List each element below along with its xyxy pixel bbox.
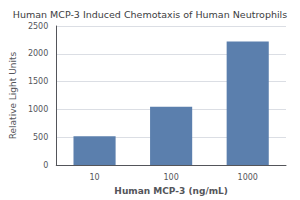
svg-text:Human MCP-3 (ng/mL): Human MCP-3 (ng/mL) [114,186,228,196]
svg-text:10: 10 [89,173,99,182]
svg-text:1500: 1500 [28,77,48,86]
svg-text:1000: 1000 [238,173,258,182]
svg-text:100: 100 [163,173,178,182]
svg-text:Relative Light Units: Relative Light Units [8,52,18,140]
svg-text:2500: 2500 [28,22,48,31]
svg-text:Human MCP-3 Induced Chemotaxis: Human MCP-3 Induced Chemotaxis of Human … [13,9,287,20]
svg-text:0: 0 [43,161,48,170]
svg-text:2000: 2000 [28,49,48,58]
svg-text:500: 500 [33,133,48,142]
svg-text:1000: 1000 [28,105,48,114]
